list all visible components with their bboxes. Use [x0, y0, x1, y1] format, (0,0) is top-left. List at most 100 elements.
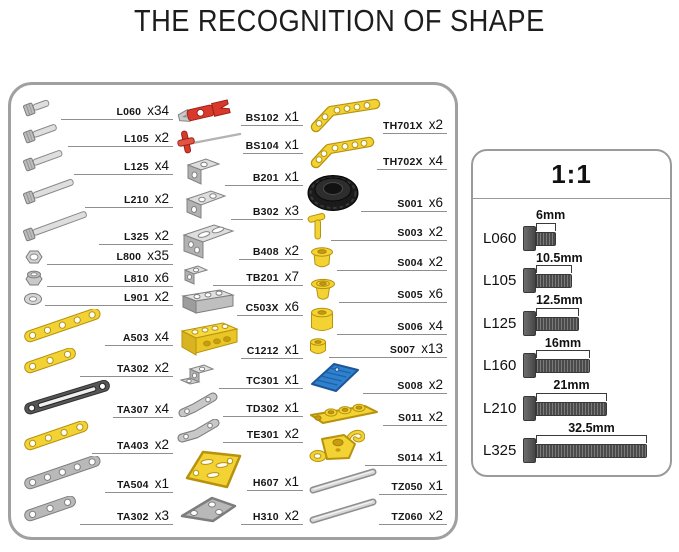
parts-column-right: TH701X x2 TH702X x4 S001 x6 S003 x2 S004 — [307, 98, 447, 525]
part-row: BS104 x1 — [177, 128, 303, 155]
part-row: H310 x2 — [177, 493, 303, 525]
part-label: TD302 x1 — [223, 400, 303, 417]
part-qty: x2 — [428, 224, 443, 240]
part-qty: x1 — [284, 341, 299, 357]
page-title-text: THE RECOGNITION OF SHAPE — [134, 3, 545, 38]
part-label: H607 x1 — [247, 474, 303, 491]
scale-part-code: L105 — [483, 272, 517, 289]
strip-gray-5-icon — [23, 455, 105, 493]
dimension-bracket — [536, 392, 607, 401]
part-label: L105 x2 — [68, 130, 173, 147]
angle-strip-yellow-short-icon — [307, 136, 377, 170]
strip-yellow-5-icon — [23, 307, 105, 346]
bolt-body: 12.5mm — [536, 294, 583, 336]
part-code: B302 — [252, 206, 279, 219]
bolt-head — [523, 310, 536, 336]
length-label: 10.5mm — [536, 250, 583, 265]
bolt-shaft — [536, 231, 556, 246]
bolt-body: 21mm — [536, 379, 607, 421]
bolt-head — [523, 395, 536, 421]
part-qty: x1 — [284, 109, 299, 124]
part-row: B201 x1 — [177, 156, 303, 187]
part-row: H607 x1 — [177, 445, 303, 491]
bolt-body: 6mm — [536, 209, 565, 251]
part-row: S006 x4 — [307, 305, 447, 335]
part-label: L125 x4 — [74, 158, 173, 176]
part-row: S004 x2 — [307, 243, 447, 271]
screw-xs-icon — [23, 98, 61, 120]
part-row: L325 x2 — [23, 210, 173, 246]
part-code: TH701X — [383, 120, 423, 132]
wrench-red-icon — [177, 98, 241, 126]
part-label: S004 x2 — [337, 254, 447, 271]
part-row: S011 x2 — [307, 396, 447, 426]
part-qty: x2 — [428, 117, 443, 132]
page-title: THE RECOGNITION OF SHAPE — [0, 0, 679, 44]
part-label: S007 x13 — [329, 341, 447, 359]
dimension-bracket — [536, 222, 556, 231]
dimension-bracket — [536, 307, 579, 316]
part-qty: x1 — [284, 169, 299, 185]
part-code: B201 — [252, 172, 279, 185]
scale-part-code: L160 — [483, 357, 517, 374]
part-qty: x2 — [428, 408, 443, 424]
part-row: TA302 x2 — [23, 348, 173, 378]
connector-yellow-icon — [307, 396, 383, 426]
part-label: B408 x2 — [239, 243, 303, 261]
part-row: S007 x13 — [307, 336, 447, 359]
bolt-diagram: 6mm — [523, 209, 565, 251]
part-label: B201 x1 — [225, 169, 303, 187]
spacer-small-yellow-icon — [307, 336, 329, 358]
scale-part-code: L210 — [483, 399, 517, 417]
part-qty: x2 — [154, 228, 169, 244]
part-row: TZ060 x2 — [307, 497, 447, 525]
part-row: L125 x4 — [23, 149, 173, 176]
part-qty: x4 — [154, 401, 169, 417]
part-label: H310 x2 — [241, 508, 303, 525]
part-row: S003 x2 — [307, 213, 447, 242]
part-qty: x1 — [284, 137, 299, 153]
spacer-tall-yellow-icon — [307, 305, 337, 335]
scale-part-code: L325 — [483, 442, 517, 459]
part-row: TE301 x2 — [177, 418, 303, 443]
part-row: TA403 x2 — [23, 420, 173, 454]
axle-rod-icon — [307, 497, 379, 525]
part-qty: x3 — [284, 203, 299, 219]
part-label: TZ050 x1 — [379, 478, 447, 496]
angle-strip-yellow-long-icon — [307, 98, 383, 134]
hook-block-yellow-icon — [307, 428, 366, 466]
part-row: L901 x2 — [23, 289, 173, 307]
scale-panel: 1:1 L060 6mm L105 10.5mm L125 1 — [471, 149, 672, 477]
channel-gray-icon — [177, 288, 237, 316]
scale-row: L060 6mm — [483, 209, 662, 251]
part-row: L105 x2 — [23, 123, 173, 147]
part-label: TB201 x7 — [213, 269, 303, 287]
part-row: TD302 x1 — [177, 391, 303, 418]
part-code: S006 — [397, 320, 423, 333]
part-label: L325 x2 — [99, 228, 173, 246]
nut-icon — [23, 249, 47, 265]
bolt-shaft — [536, 274, 572, 288]
length-label: 12.5mm — [536, 293, 583, 307]
screw-m-icon — [23, 149, 74, 175]
part-row: L060 x34 — [23, 98, 173, 120]
part-code: TE301 — [246, 428, 279, 441]
part-code: B408 — [252, 246, 279, 259]
part-row: C503X x6 — [177, 288, 303, 317]
part-label: S003 x2 — [331, 224, 447, 242]
part-label: TA504 x1 — [105, 476, 173, 494]
part-qty: x34 — [147, 103, 169, 118]
part-qty: x2 — [428, 377, 443, 392]
part-qty: x4 — [428, 152, 443, 168]
part-label: S014 x1 — [365, 449, 447, 466]
part-label: TZ060 x2 — [379, 508, 447, 525]
part-qty: x7 — [284, 269, 299, 285]
part-qty: x1 — [154, 476, 169, 492]
length-label: 21mm — [553, 378, 590, 392]
part-row: B302 x3 — [177, 188, 303, 221]
channel-yellow-icon — [177, 319, 241, 359]
part-code: TD302 — [246, 402, 279, 415]
screw-xl-icon — [23, 210, 99, 245]
scale-part-code: L125 — [483, 314, 517, 332]
part-qty: x13 — [421, 341, 443, 357]
